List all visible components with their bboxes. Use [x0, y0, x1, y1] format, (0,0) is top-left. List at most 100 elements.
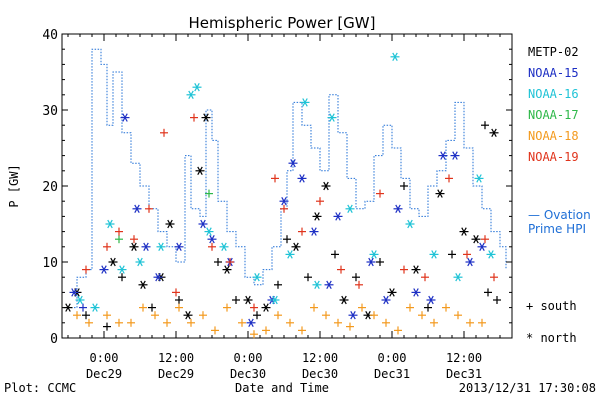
south-marker — [484, 288, 492, 297]
north-marker — [153, 273, 163, 282]
marker-stroke — [389, 288, 395, 297]
marker-stroke — [347, 204, 353, 213]
marker-stroke — [197, 166, 203, 175]
north-marker — [324, 280, 334, 289]
north-marker — [429, 250, 439, 259]
south-marker — [355, 280, 363, 289]
south-marker — [331, 250, 339, 259]
north-marker — [117, 265, 127, 274]
north-marker — [105, 219, 115, 229]
marker-stroke — [194, 83, 200, 92]
marker-stroke — [158, 242, 164, 251]
north-marker — [390, 52, 400, 61]
south-marker — [322, 311, 330, 320]
chart-title: Hemispheric Power [GW] — [189, 14, 376, 32]
marker-stroke — [299, 174, 305, 183]
south-marker — [262, 326, 270, 335]
south-marker — [481, 235, 489, 244]
south-marker — [448, 250, 456, 259]
south-marker — [79, 303, 87, 312]
north-marker — [195, 166, 205, 175]
plot-border — [61, 33, 513, 339]
marker-stroke — [326, 280, 332, 289]
marker-stroke — [254, 273, 260, 282]
marker-stroke — [488, 250, 494, 259]
south-marker — [118, 273, 126, 282]
series-noaa-16 — [75, 52, 496, 312]
marker-stroke — [311, 227, 317, 236]
marker-stroke — [371, 250, 377, 259]
marker-stroke — [200, 219, 206, 229]
marker-stroke — [314, 212, 320, 221]
north-marker — [120, 113, 130, 122]
south-marker — [145, 204, 153, 213]
north-marker — [285, 250, 295, 259]
north-marker — [261, 303, 271, 312]
north-marker — [312, 280, 322, 289]
north-marker — [207, 235, 217, 244]
marker-stroke — [473, 235, 479, 244]
south-marker — [478, 318, 486, 327]
south-marker — [199, 311, 207, 320]
south-marker — [250, 330, 258, 339]
y-axis-label: P [GW] — [7, 164, 21, 207]
north-marker — [453, 273, 463, 282]
north-marker — [135, 257, 145, 267]
marker-stroke — [329, 113, 335, 122]
marker-stroke — [461, 227, 467, 236]
north-marker — [69, 288, 79, 297]
legend-entry-noaa-16: NOAA-16 — [528, 87, 579, 101]
marker-stroke — [368, 257, 374, 267]
marker-stroke — [77, 295, 83, 305]
south-marker — [280, 204, 288, 213]
marker-stroke — [314, 280, 320, 289]
north-marker — [348, 311, 358, 320]
x-tick-date-label: Dec29 — [158, 367, 194, 381]
marker-stroke — [365, 311, 371, 320]
south-marker — [400, 265, 408, 274]
marker-stroke — [272, 295, 278, 305]
south-marker — [148, 303, 156, 312]
north-marker — [393, 204, 403, 213]
marker-stroke — [206, 227, 212, 236]
marker-stroke — [203, 113, 209, 122]
south-marker — [421, 273, 429, 282]
north-marker — [435, 189, 445, 198]
south-marker — [271, 174, 279, 183]
north-marker — [165, 219, 175, 229]
marker-stroke — [476, 174, 482, 183]
north-marker — [252, 273, 262, 282]
north-marker — [129, 242, 139, 251]
marker-stroke — [290, 159, 296, 168]
marker-stroke — [122, 113, 128, 122]
marker-stroke — [185, 311, 191, 320]
marker-stroke — [413, 288, 419, 297]
y-tick-label: 0 — [50, 332, 58, 347]
x-tick-date-label: Dec31 — [374, 367, 410, 381]
north-marker — [411, 265, 421, 274]
south-marker — [187, 318, 195, 327]
y-tick-label: 40 — [42, 28, 58, 43]
south-marker — [253, 311, 261, 320]
south-marker — [82, 311, 90, 320]
legend-entry-noaa-19: NOAA-19 — [528, 150, 579, 164]
south-marker — [103, 242, 111, 251]
north-marker — [471, 235, 481, 244]
marker-stroke — [209, 235, 215, 244]
south-marker — [160, 128, 168, 137]
south-marker — [232, 296, 240, 304]
south-marker — [466, 318, 474, 327]
south-marker — [418, 311, 426, 320]
north-marker — [279, 197, 289, 206]
x-tick-time-label: 12:00 — [158, 351, 194, 365]
north-marker — [270, 295, 280, 305]
marker-stroke — [350, 311, 356, 320]
south-marker — [445, 174, 453, 183]
north-marker — [450, 151, 460, 160]
north-marker — [387, 288, 397, 297]
south-marker — [208, 242, 216, 251]
south-marker — [493, 296, 501, 304]
north-marker — [369, 250, 379, 259]
marker-stroke — [479, 242, 485, 251]
north-marker — [222, 265, 232, 274]
